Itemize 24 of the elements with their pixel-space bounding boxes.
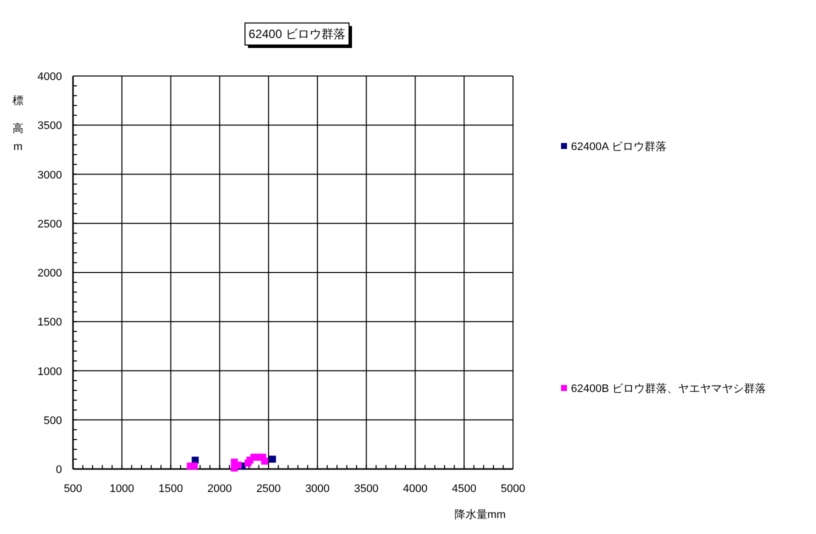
x-tick-label: 3000 [305,483,330,495]
y-tick-label: 1500 [38,316,62,329]
legend-label: 62400A ビロウ群落 [571,140,666,153]
y-tick-label: 3500 [38,120,62,132]
x-tick-label: 4000 [402,483,428,495]
legend-label: 62400B ビロウ群落、ヤエヤマヤシ群落 [571,382,766,395]
x-tick-label: 500 [64,483,82,495]
y-tick-label: 4000 [38,71,62,83]
x-tick-label: 1500 [158,483,184,495]
y-tick-label: 0 [56,464,62,476]
chart-title: 62400 ビロウ群落 [248,27,346,41]
x-tick-label: 5000 [500,483,526,495]
y-tick-label: 2500 [38,218,62,230]
y-tick-label: 2000 [38,268,62,280]
y-tick-label: 500 [44,414,62,427]
y-tick-label: 3000 [38,169,62,182]
x-axis-title: 降水量mm [454,508,506,521]
x-tick-label: 4500 [452,483,476,495]
text: 標高m [12,95,24,153]
x-tick-label: 1000 [110,483,134,495]
x-tick-label: 3500 [354,483,379,495]
x-tick-label: 2500 [256,483,281,495]
x-tick-label: 2000 [207,483,232,495]
y-tick-label: 1000 [38,366,62,378]
